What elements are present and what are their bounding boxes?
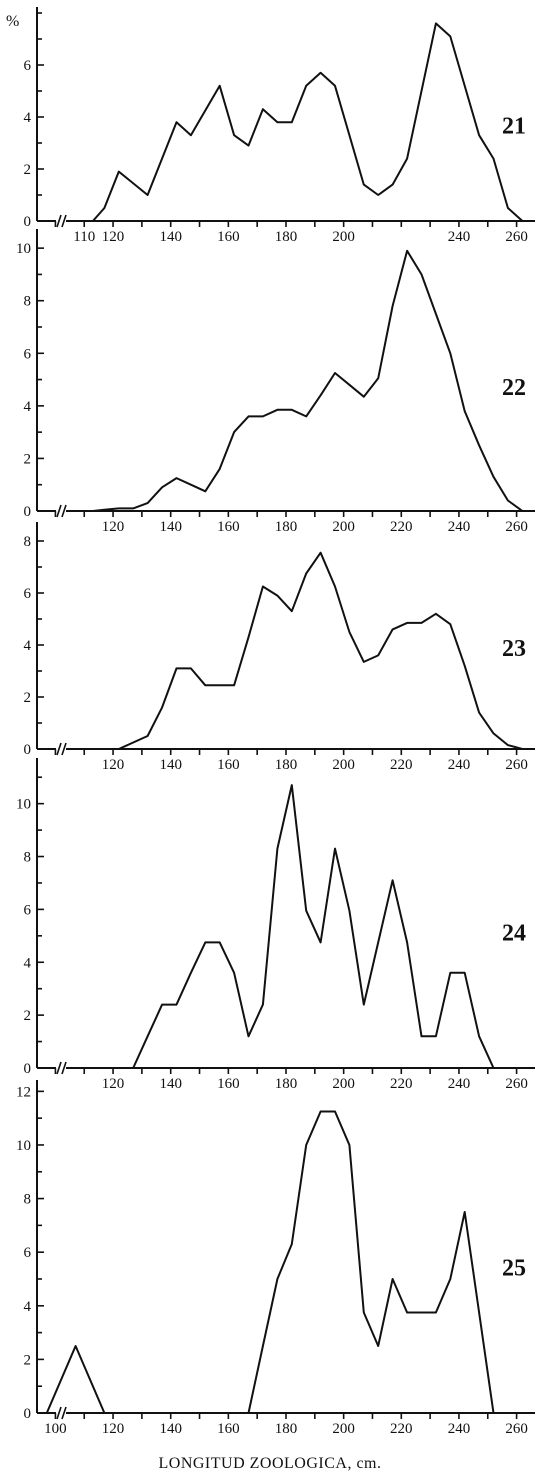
x-tick-label: 160 — [217, 757, 240, 773]
x-tick-label: 260 — [505, 229, 528, 245]
y-tick-label: 6 — [24, 902, 32, 918]
panel-label: 21 — [502, 114, 526, 140]
y-tick-label: 0 — [24, 504, 32, 520]
x-tick-label: 180 — [275, 757, 298, 773]
axis-break-mark — [61, 742, 67, 756]
y-tick-label: 4 — [24, 638, 32, 654]
axis-break-mark — [61, 1406, 67, 1420]
series-line-24 — [132, 784, 495, 1069]
x-tick-label: 120 — [102, 757, 125, 773]
series-line-25 — [45, 1110, 495, 1414]
y-tick-label: 10 — [16, 241, 31, 257]
x-tick-label: 180 — [275, 519, 298, 535]
chart-panel-22: 0 2 4 6 8 10 120 140 160 180 200 220 240 260 22 — [16, 229, 535, 535]
x-tick-label: 160 — [217, 1421, 240, 1437]
x-tick-label: 240 — [448, 519, 471, 535]
y-tick-label: 10 — [16, 797, 31, 813]
y-tick-label: 0 — [24, 1406, 32, 1422]
x-tick-label: 220 — [390, 757, 413, 773]
panel-label: 23 — [502, 636, 526, 662]
x-tick-label: 140 — [159, 757, 182, 773]
y-tick-label: 2 — [24, 690, 32, 706]
y-tick-label: 4 — [24, 110, 32, 126]
x-tick-label: 160 — [217, 229, 240, 245]
y-tick-label: 8 — [24, 294, 32, 310]
x-tick-label: 110 — [73, 229, 95, 245]
y-tick-label: 0 — [24, 742, 32, 758]
x-tick-label: 180 — [275, 1076, 298, 1092]
y-tick-label: 8 — [24, 850, 32, 866]
x-tick-label: 180 — [275, 229, 298, 245]
x-tick-label: 140 — [159, 519, 182, 535]
x-tick-label: 240 — [448, 229, 471, 245]
x-tick-label: 260 — [505, 1076, 528, 1092]
y-tick-label: 6 — [24, 346, 32, 362]
x-tick-label: 160 — [217, 1076, 240, 1092]
x-tick-label: 120 — [102, 1076, 125, 1092]
x-tick-label: 240 — [448, 757, 471, 773]
y-tick-label: 4 — [24, 1299, 32, 1315]
chart-panel-21: 0 2 4 6 110 120 140 160 180 200 240 260 21 — [24, 7, 535, 245]
y-tick-label: 2 — [24, 1352, 32, 1368]
x-axis-label: LONGITUD ZOOLOGICA, cm. — [158, 1455, 381, 1472]
series-line-22 — [92, 249, 523, 512]
x-tick-label: 200 — [332, 1076, 355, 1092]
x-tick-label: 200 — [332, 229, 355, 245]
y-tick-label: 0 — [24, 214, 32, 230]
x-tick-label: 260 — [505, 519, 528, 535]
y-tick-label: 2 — [24, 162, 32, 178]
axis-break-mark — [56, 742, 62, 756]
y-tick-label: 4 — [24, 399, 32, 415]
y-tick-label: 2 — [24, 451, 32, 467]
unit-label: % — [6, 13, 19, 30]
y-tick-label: 6 — [24, 58, 32, 74]
y-tick-label: 6 — [24, 1245, 32, 1261]
y-tick-label: 4 — [24, 955, 32, 971]
axis-break-mark — [56, 1061, 62, 1075]
x-tick-label: 240 — [448, 1421, 471, 1437]
y-tick-label: 8 — [24, 1192, 32, 1208]
axis-break-mark — [61, 504, 67, 518]
series-line-23 — [118, 551, 523, 750]
x-tick-label: 260 — [505, 1421, 528, 1437]
x-tick-label: 100 — [44, 1421, 67, 1437]
axis-break-mark — [56, 1406, 62, 1420]
x-tick-label: 120 — [102, 229, 125, 245]
x-tick-label: 220 — [390, 519, 413, 535]
y-tick-label: 10 — [16, 1138, 31, 1154]
panel-label: 25 — [502, 1256, 526, 1282]
x-tick-label: 200 — [332, 1421, 355, 1437]
x-tick-label: 160 — [217, 519, 240, 535]
x-tick-label: 140 — [159, 1421, 182, 1437]
x-tick-label: 240 — [448, 1076, 471, 1092]
x-tick-label: 200 — [332, 519, 355, 535]
panel-label: 22 — [502, 375, 526, 401]
x-tick-label: 180 — [275, 1421, 298, 1437]
y-tick-label: 6 — [24, 586, 32, 602]
x-tick-label: 220 — [390, 1421, 413, 1437]
x-tick-label: 120 — [102, 519, 125, 535]
x-tick-label: 140 — [159, 1076, 182, 1092]
x-tick-label: 260 — [505, 757, 528, 773]
series-line-21 — [92, 22, 524, 222]
axis-break-mark — [56, 214, 62, 228]
chart-panel-23: 0 2 4 6 8 120 140 160 180 200 220 240 260 23 — [24, 522, 535, 773]
y-tick-label: 12 — [16, 1084, 31, 1100]
panel-label: 24 — [502, 920, 526, 946]
x-tick-label: 120 — [102, 1421, 125, 1437]
axis-break-mark — [56, 504, 62, 518]
chart-panel-25: 0 2 4 6 8 10 12 100 120 140 160 180 200 220 240 260 25 — [16, 1080, 535, 1437]
y-tick-label: 2 — [24, 1008, 32, 1024]
axis-break-mark — [61, 214, 67, 228]
y-tick-label: 8 — [24, 534, 32, 550]
x-tick-label: 140 — [159, 229, 182, 245]
axis-break-mark — [61, 1061, 67, 1075]
y-tick-label: 0 — [24, 1061, 32, 1077]
x-tick-label: 220 — [390, 1076, 413, 1092]
x-tick-label: 200 — [332, 757, 355, 773]
